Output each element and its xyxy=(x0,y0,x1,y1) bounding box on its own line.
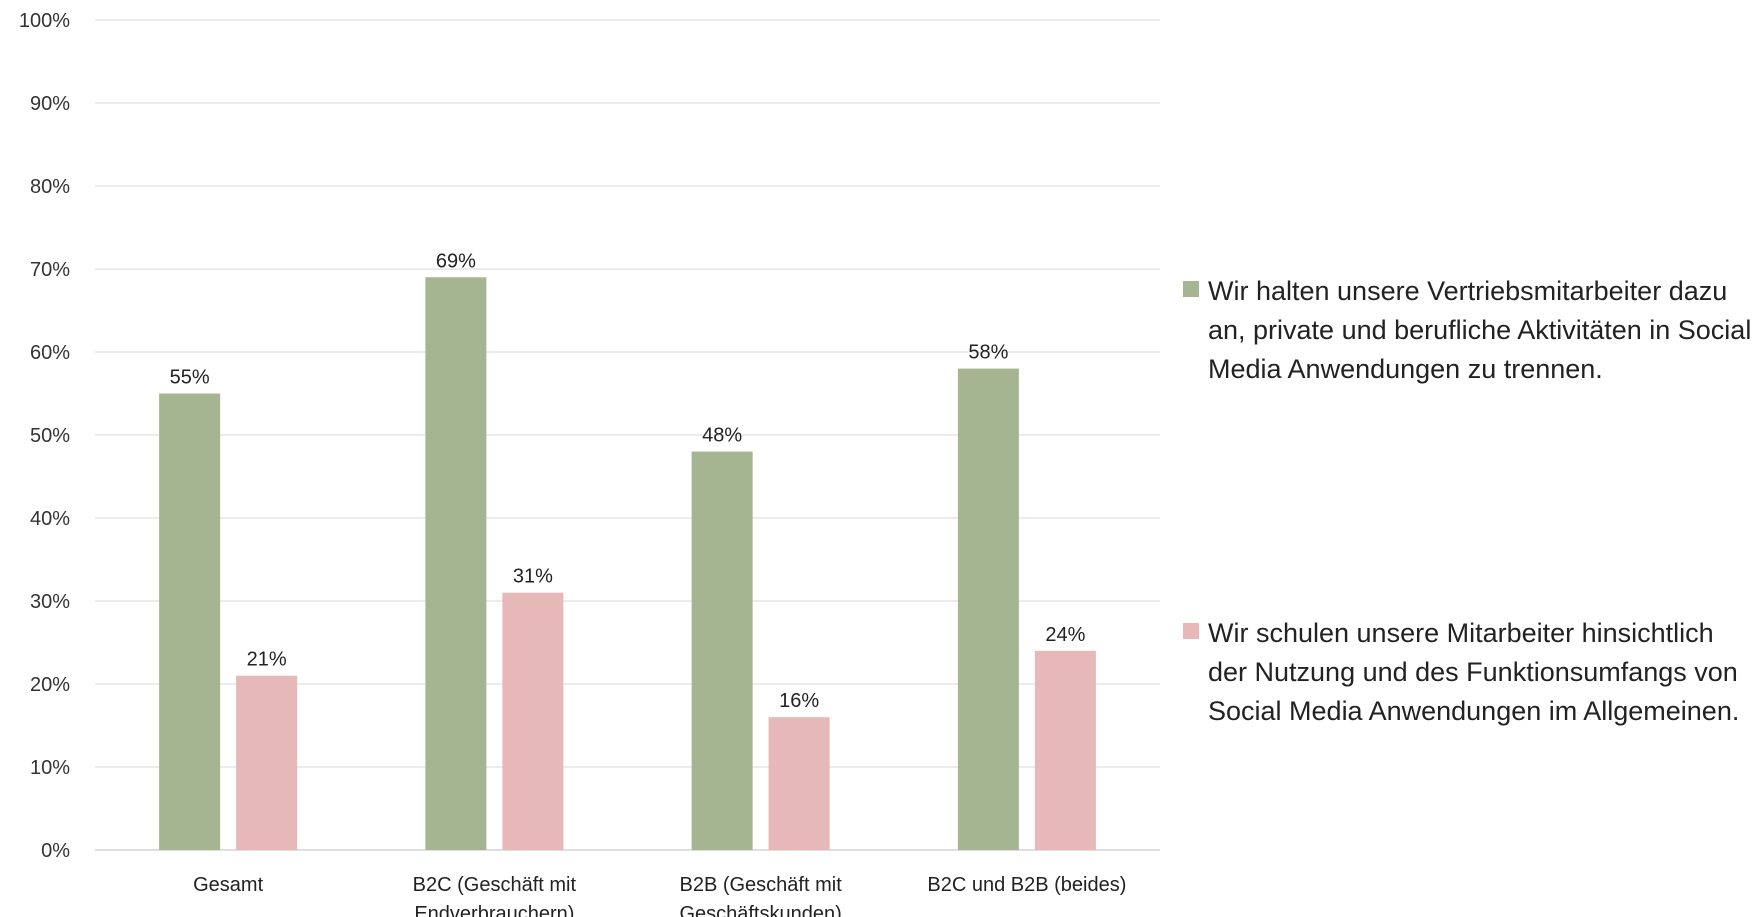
bar-series-2 xyxy=(768,717,830,850)
y-tick-label: 0% xyxy=(41,840,70,862)
y-tick-label: 80% xyxy=(30,176,70,198)
bar-series-2 xyxy=(502,592,564,850)
bar-series-1 xyxy=(159,393,221,850)
bar-series-2 xyxy=(1034,650,1096,850)
y-tick-label: 90% xyxy=(30,93,70,115)
x-tick-label: B2B (Geschäft mit xyxy=(679,874,842,896)
data-label: 48% xyxy=(702,425,742,447)
y-tick-label: 50% xyxy=(30,425,70,447)
y-tick-label: 100% xyxy=(19,10,70,32)
x-tick-label: Geschäftskunden) xyxy=(679,903,841,917)
legend-entry-series-2: Wir schulen unsere Mitarbeiter hinsichtl… xyxy=(1183,614,1753,731)
data-label: 58% xyxy=(968,342,1008,364)
y-tick-label: 30% xyxy=(30,591,70,613)
bar-series-1 xyxy=(691,451,753,850)
x-tick-label: Endverbrauchern) xyxy=(414,903,574,917)
data-label: 21% xyxy=(247,649,287,671)
x-tick-label: B2C und B2B (beides) xyxy=(927,874,1126,896)
bar-series-2 xyxy=(236,675,298,850)
data-label: 69% xyxy=(436,250,476,272)
legend-swatch-series-1 xyxy=(1183,281,1199,297)
y-tick-label: 60% xyxy=(30,342,70,364)
legend-label-series-1: Wir halten unsere Vertriebsmitarbeiter d… xyxy=(1208,276,1752,384)
data-label: 16% xyxy=(779,690,819,712)
legend-swatch-series-2 xyxy=(1183,623,1199,639)
data-label: 24% xyxy=(1045,624,1085,646)
legend-entry-series-1: Wir halten unsere Vertriebsmitarbeiter d… xyxy=(1183,272,1753,389)
data-label: 31% xyxy=(513,566,553,588)
y-tick-label: 20% xyxy=(30,674,70,696)
bar-series-1 xyxy=(425,277,487,850)
y-tick-label: 40% xyxy=(30,508,70,530)
bar-series-1 xyxy=(957,368,1019,850)
legend-label-series-2: Wir schulen unsere Mitarbeiter hinsichtl… xyxy=(1208,618,1740,726)
data-label: 55% xyxy=(170,367,210,389)
y-tick-label: 70% xyxy=(30,259,70,281)
y-tick-label: 10% xyxy=(30,757,70,779)
x-tick-label: B2C (Geschäft mit xyxy=(413,874,577,896)
x-tick-label: Gesamt xyxy=(193,874,263,896)
